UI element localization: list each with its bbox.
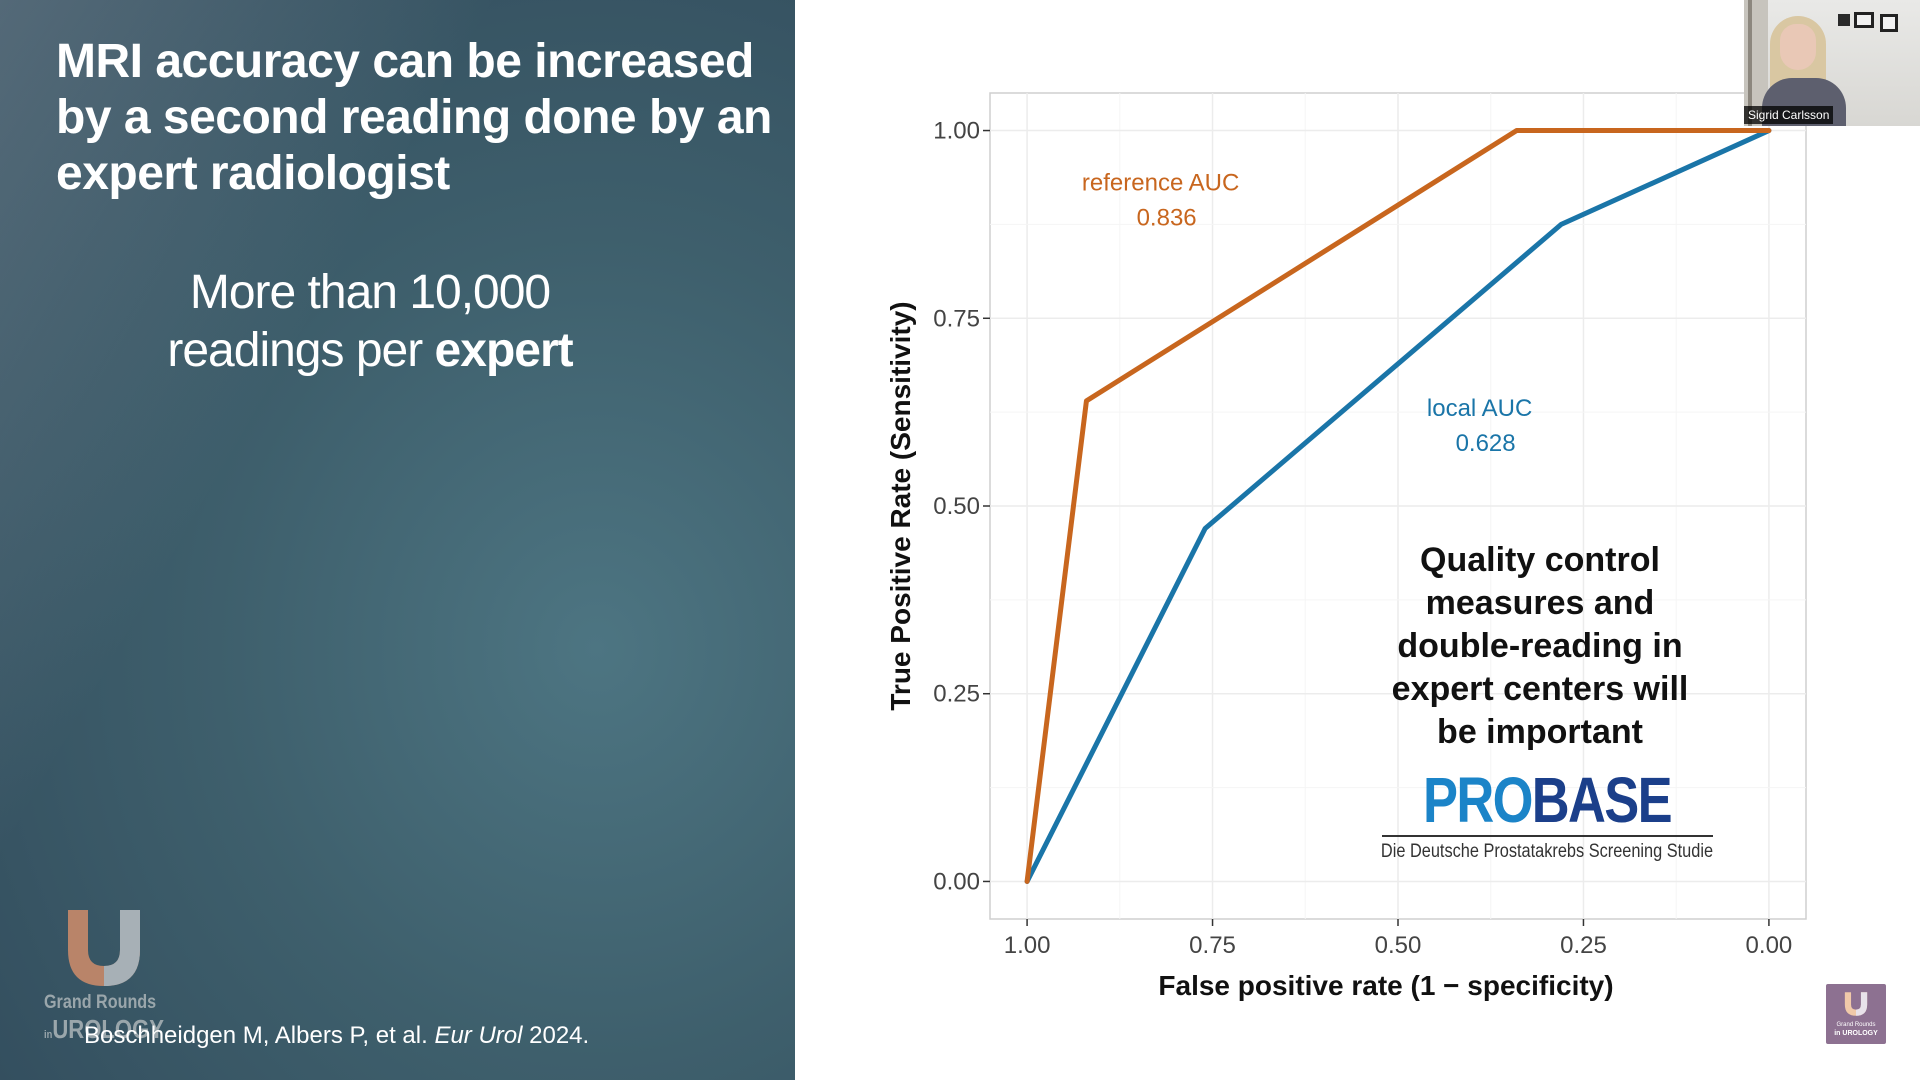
auc-label-local: local AUC bbox=[1427, 395, 1532, 422]
annotation-line: Quality control bbox=[1420, 541, 1660, 579]
grand-rounds-u-icon bbox=[68, 910, 140, 986]
citation: Boschheidgen M, Albers P, et al. Eur Uro… bbox=[84, 1022, 589, 1050]
probase-part-1: PRO bbox=[1423, 765, 1532, 836]
auc-label-reference: reference AUC bbox=[1082, 170, 1239, 197]
logo-line-2: inUROLOGY bbox=[44, 1014, 164, 1045]
y-tick-label: 1.00 bbox=[933, 118, 980, 145]
probase-wordmark: PROBASE bbox=[1423, 765, 1671, 836]
auc-value-local: 0.628 bbox=[1456, 430, 1516, 457]
video-background-frame bbox=[1854, 12, 1874, 28]
series-line-local bbox=[1024, 128, 1772, 884]
slide-title: MRI accuracy can be increased by a secon… bbox=[56, 35, 772, 200]
logo-line-1: Grand Rounds bbox=[44, 992, 157, 1013]
subtitle-line-2-plain: readings per bbox=[167, 324, 435, 377]
participant-name-label: Sigrid Carlsson bbox=[1744, 106, 1834, 124]
slide-left-panel: MRI accuracy can be increased by a secon… bbox=[0, 0, 795, 1080]
slide-subtitle: More than 10,000 readings per expert bbox=[60, 264, 680, 380]
citation-year: 2024. bbox=[522, 1022, 590, 1049]
x-tick-label: 1.00 bbox=[1004, 932, 1051, 959]
video-background-door-edge bbox=[1748, 0, 1752, 126]
participant-video[interactable]: Sigrid Carlsson bbox=[1744, 0, 1920, 126]
subtitle-line-2-bold: expert bbox=[434, 324, 574, 377]
video-background-frame bbox=[1838, 14, 1850, 26]
annotation-line: be important bbox=[1437, 713, 1643, 751]
series-line-reference bbox=[1024, 128, 1772, 884]
x-tick-label: 0.00 bbox=[1746, 932, 1793, 959]
grid-lines bbox=[990, 93, 1806, 919]
x-axis-label: False positive rate (1 − specificity) bbox=[1158, 970, 1613, 1001]
auc-labels: local AUC 0.628 reference AUC 0.836 bbox=[1082, 170, 1532, 457]
x-tick-label: 0.50 bbox=[1375, 932, 1422, 959]
roc-chart: 1.00 0.75 0.50 0.25 0.000.000.250.500.751.00… bbox=[885, 92, 1807, 1001]
grand-rounds-u-icon bbox=[1844, 992, 1868, 1016]
grand-rounds-logo: Grand Rounds inUROLOGY bbox=[40, 900, 170, 1050]
grand-rounds-corner-logo: Grand Rounds in UROLOGY bbox=[1826, 984, 1886, 1044]
tick-labels: 1.00 0.75 0.50 0.25 0.00 0.00 0.25 0.50 0.75 1.00 bbox=[933, 118, 1792, 959]
annotation-line: double-reading in bbox=[1397, 627, 1682, 665]
quality-control-annotation: Quality control measures and double-readin… bbox=[1392, 541, 1689, 751]
probase-part-2: BASE bbox=[1532, 765, 1671, 836]
video-background-frame bbox=[1880, 14, 1898, 32]
x-tick-label: 0.75 bbox=[1189, 932, 1236, 959]
citation-journal: Eur Urol bbox=[434, 1022, 523, 1049]
annotation-line: expert centers will bbox=[1392, 670, 1689, 708]
y-tick-label: 0.75 bbox=[933, 305, 980, 332]
probase-logo: PROBASE Die Deutsche Prostatakrebs Screen… bbox=[1381, 765, 1713, 861]
corner-logo-line-1: Grand Rounds bbox=[1836, 1022, 1876, 1028]
y-tick-label: 0.00 bbox=[933, 868, 980, 895]
subtitle-line-2: readings per expert bbox=[60, 322, 680, 380]
series-layer bbox=[1024, 128, 1772, 884]
y-tick-label: 0.25 bbox=[933, 681, 980, 708]
y-axis-label: True Positive Rate (Sensitivity) bbox=[885, 301, 916, 710]
citation-authors: Boschheidgen M, Albers P, et al. bbox=[84, 1022, 435, 1049]
probase-tagline: Die Deutsche Prostatakrebs Screening Stu… bbox=[1381, 840, 1713, 861]
y-tick-label: 0.50 bbox=[933, 493, 980, 520]
annotation-line: measures and bbox=[1426, 584, 1655, 622]
corner-logo-line-2: in UROLOGY bbox=[1834, 1030, 1878, 1037]
subtitle-line-1: More than 10,000 bbox=[189, 266, 551, 319]
logo-prefix: in bbox=[44, 1029, 53, 1041]
participant-face bbox=[1780, 24, 1816, 70]
logo-urology: UROLOGY bbox=[52, 1014, 165, 1044]
auc-value-reference: 0.836 bbox=[1137, 205, 1197, 232]
x-tick-label: 0.25 bbox=[1560, 932, 1607, 959]
